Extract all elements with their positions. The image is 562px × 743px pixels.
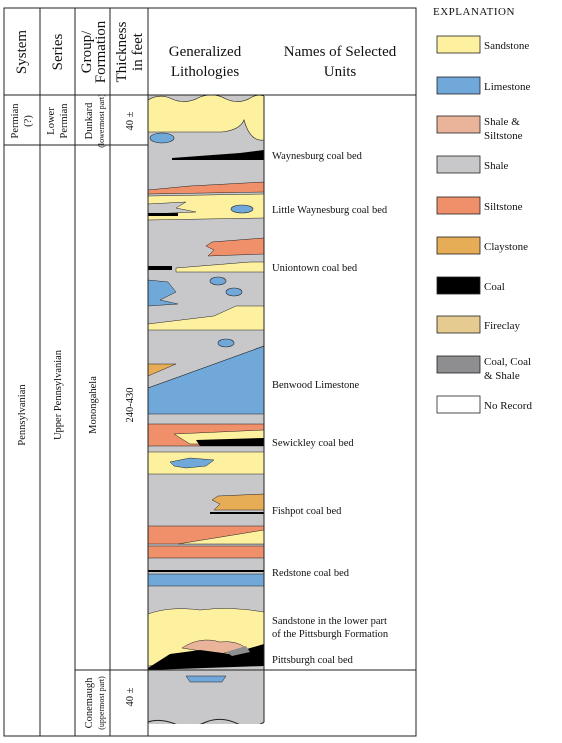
header-series: Series <box>50 34 66 71</box>
system-permian: Permian <box>10 103 21 139</box>
header-names-1: Names of Selected <box>284 44 397 60</box>
legend-swatch-limestone <box>436 76 481 95</box>
legend-label-coal-shale-2: & Shale <box>484 370 520 382</box>
thickness-dunkard: 40 ± <box>125 111 136 130</box>
header-lithologies-1: Generalized <box>169 44 242 60</box>
lith-sandstone-5 <box>177 529 264 545</box>
header-thickness-unit: in feet <box>130 32 146 71</box>
legend-label-coal-shale-1: Coal, Coal <box>484 356 531 368</box>
lith-limestone-lens-4 <box>225 287 243 297</box>
lith-siltstone-1 <box>148 181 264 195</box>
lith-limestone-lens-6 <box>169 457 215 469</box>
unit-fishpot: Fishpot coal bed <box>272 506 342 517</box>
table-frame <box>3 7 417 737</box>
header-names-2: Units <box>324 64 357 80</box>
unit-pittsburgh-coal: Pittsburgh coal bed <box>272 655 354 666</box>
header-thickness: Thickness <box>114 21 130 82</box>
formation-dunkard-note: (lowermost part) <box>97 94 106 148</box>
formation-conemaugh: Conemaugh <box>84 677 95 728</box>
legend-label-siltstone: Siltstone <box>484 201 523 213</box>
legend-label-shale-siltstone-2: Siltstone <box>484 130 523 142</box>
lith-limestone-lens-2 <box>230 204 254 214</box>
header-system: System <box>14 30 30 75</box>
lith-fishpot-claystone <box>211 493 264 511</box>
header-group: Group/ <box>79 30 95 73</box>
lith-dunkard-sandstone <box>148 95 264 141</box>
lith-siltstone-2 <box>205 237 264 257</box>
thickness-conemaugh: 40 ± <box>125 687 136 706</box>
legend-label-shale: Shale <box>484 160 509 172</box>
formation-monongahela: Monongahela <box>88 376 99 434</box>
legend-swatch-shale <box>436 155 481 174</box>
legend-swatch-coal <box>436 276 481 295</box>
lith-siltstone-5 <box>148 545 264 559</box>
series-permian: Permian <box>59 103 70 139</box>
legend-swatch-claystone <box>436 236 481 255</box>
lith-pittsburgh-coal <box>148 644 264 670</box>
legend-label-limestone: Limestone <box>484 81 531 93</box>
unit-benwood: Benwood Limestone <box>272 380 360 391</box>
lith-limestone-lens-5 <box>217 338 235 348</box>
lith-little-waynesburg-coal <box>148 213 178 216</box>
lith-limestone-band <box>148 573 264 587</box>
unit-little-waynesburg: Little Waynesburg coal bed <box>272 205 388 216</box>
legend-label-no-record: No Record <box>484 400 532 412</box>
legend-swatch-shale-siltstone <box>436 115 481 134</box>
unit-redstone: Redstone coal bed <box>272 568 350 579</box>
lith-redstone-coal <box>148 570 264 572</box>
series-lower: Lower <box>46 107 57 135</box>
lith-sandstone-2 <box>148 305 264 331</box>
legend-swatch-siltstone <box>436 196 481 215</box>
legend-label-fireclay: Fireclay <box>484 320 521 332</box>
lithology-column <box>146 95 268 743</box>
formation-dunkard: Dunkard <box>84 102 95 139</box>
lith-shale-tongue <box>148 201 197 215</box>
lith-limestone-lens-3 <box>209 276 227 286</box>
lith-waynesburg-coal <box>172 150 264 160</box>
thickness-monongahela: 240-430 <box>125 388 136 423</box>
legend-title: EXPLANATION <box>433 6 515 18</box>
lith-limestone-lens <box>149 132 175 144</box>
legend-swatch-fireclay <box>436 315 481 334</box>
system-permian-query: (?) <box>23 115 34 127</box>
legend: EXPLANATION Sandstone Limestone Shale & … <box>433 6 532 414</box>
lith-limestone-wedge <box>148 279 179 307</box>
legend-swatch-sandstone <box>436 35 481 54</box>
unit-pittsburgh-sandstone-1: Sandstone in the lower part <box>272 616 387 627</box>
legend-label-shale-siltstone-1: Shale & <box>484 116 520 128</box>
system-pennsylvanian: Pennsylvanian <box>17 384 28 446</box>
legend-label-sandstone: Sandstone <box>484 40 529 52</box>
lith-claystone-2 <box>148 363 177 377</box>
stratigraphic-labels: Permian (?) Pennsylvanian Lower Permian … <box>10 94 136 730</box>
unit-uniontown: Uniontown coal bed <box>272 263 358 274</box>
lith-coal-shale <box>226 646 250 656</box>
legend-label-coal: Coal <box>484 281 505 293</box>
formation-conemaugh-note: (uppermost part) <box>97 676 106 730</box>
lith-fishpot-coal <box>210 512 264 514</box>
series-upper-pennsylvanian: Upper Pennsylvanian <box>53 349 64 440</box>
header-lithologies-2: Lithologies <box>171 64 239 80</box>
lith-benwood-limestone <box>148 345 264 415</box>
lith-claystone-1 <box>175 261 264 273</box>
unit-waynesburg: Waynesburg coal bed <box>272 151 363 162</box>
unit-names: Waynesburg coal bed Little Waynesburg co… <box>272 151 389 666</box>
legend-swatch-no-record <box>436 395 481 414</box>
table-header: System Series Group/ Formation Thickness… <box>14 20 397 83</box>
unit-sewickley: Sewickley coal bed <box>272 438 354 449</box>
legend-label-claystone: Claystone <box>484 241 528 253</box>
unit-pittsburgh-sandstone-2: of the Pittsburgh Formation <box>272 629 389 640</box>
legend-swatch-coal-shale <box>436 355 481 374</box>
lith-bottom-mask <box>146 724 268 743</box>
lith-uniontown-coal <box>148 266 172 270</box>
header-formation: Formation <box>93 20 109 83</box>
lith-conemaugh-limestone <box>185 675 227 683</box>
lith-sewickley-coal <box>196 438 264 446</box>
